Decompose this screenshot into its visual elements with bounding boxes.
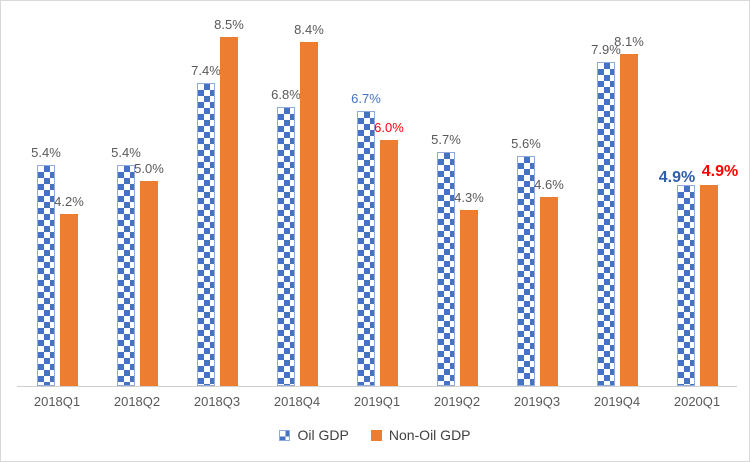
oil-value-label: 6.7% — [351, 91, 381, 106]
nonoil-bar — [140, 181, 158, 386]
bar-group: 7.9% 8.1% — [577, 1, 657, 386]
nonoil-bar — [60, 214, 78, 386]
x-axis-label: 2018Q4 — [273, 394, 321, 409]
nonoil-bar — [620, 54, 638, 386]
x-axis-label: 2018Q1 — [33, 394, 81, 409]
oil-value-label: 5.6% — [511, 136, 541, 151]
legend: Oil GDP Non-Oil GDP — [1, 427, 749, 443]
nonoil-value-label: 6.0% — [374, 120, 404, 135]
bar-group: 7.4% 8.5% — [177, 1, 257, 386]
oil-bar — [37, 165, 55, 386]
x-axis-label: 2019Q2 — [433, 394, 481, 409]
oil-bar — [277, 107, 295, 386]
oil-bar — [677, 185, 695, 386]
oil-value-label: 5.4% — [111, 145, 141, 160]
nonoil-bar — [220, 37, 238, 386]
orange-square-swatch-icon — [370, 429, 382, 441]
oil-value-label: 7.4% — [191, 63, 221, 78]
x-axis-label: 2020Q1 — [673, 394, 721, 409]
x-axis-label: 2019Q1 — [353, 394, 401, 409]
oil-value-label: 4.9% — [658, 169, 696, 186]
x-axis-label: 2018Q3 — [193, 394, 241, 409]
x-axis-label: 2018Q2 — [113, 394, 161, 409]
oil-value-label: 5.4% — [31, 145, 61, 160]
nonoil-bar — [540, 197, 558, 386]
oil-bar — [117, 165, 135, 386]
nonoil-value-label: 5.0% — [134, 161, 164, 176]
nonoil-bar — [700, 185, 718, 386]
nonoil-value-label: 4.3% — [454, 190, 484, 205]
oil-value-label: 6.8% — [271, 87, 301, 102]
legend-item-oil: Oil GDP — [279, 427, 349, 443]
blue-checker-swatch-icon — [279, 429, 291, 441]
legend-label: Oil GDP — [297, 427, 349, 443]
plot-area: 5.4% 4.2% 5.4% 5.0% 7.4% 8.5% 6.8% 8.4% 6.7% 6.0%… — [17, 1, 739, 386]
bar-group: 6.7% 6.0% — [337, 1, 417, 386]
bar-group: 4.9% 4.9% — [657, 1, 739, 386]
nonoil-bar — [380, 140, 398, 386]
oil-bar — [357, 111, 375, 386]
bar-group: 5.4% 4.2% — [17, 1, 97, 386]
oil-value-label: 5.7% — [431, 132, 461, 147]
bar-group: 5.7% 4.3% — [417, 1, 497, 386]
bar-group: 5.4% 5.0% — [97, 1, 177, 386]
legend-label: Non-Oil GDP — [388, 427, 471, 443]
nonoil-bar — [300, 42, 318, 386]
x-axis-label: 2019Q3 — [513, 394, 561, 409]
x-axis-line — [17, 386, 737, 387]
nonoil-value-label: 8.5% — [214, 17, 244, 32]
oil-bar — [517, 156, 535, 386]
oil-bar — [597, 62, 615, 386]
nonoil-value-label: 8.1% — [614, 34, 644, 49]
legend-item-nonoil: Non-Oil GDP — [370, 427, 471, 443]
nonoil-bar — [460, 210, 478, 386]
oil-bar — [437, 152, 455, 386]
oil-bar — [197, 83, 215, 386]
bar-group: 6.8% 8.4% — [257, 1, 337, 386]
nonoil-value-label: 4.2% — [54, 194, 84, 209]
nonoil-value-label: 4.9% — [701, 163, 739, 180]
nonoil-value-label: 8.4% — [294, 22, 324, 37]
nonoil-value-label: 4.6% — [534, 177, 564, 192]
x-axis-label: 2019Q4 — [593, 394, 641, 409]
bar-group: 5.6% 4.6% — [497, 1, 577, 386]
oil-value-label: 7.9% — [591, 42, 621, 57]
